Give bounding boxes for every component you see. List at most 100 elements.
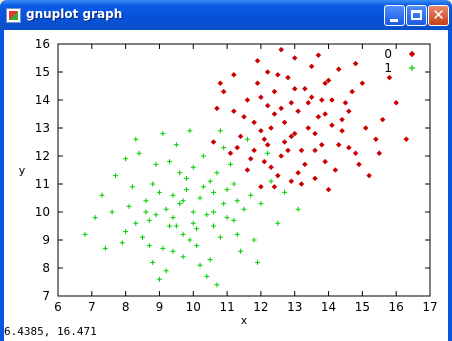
x-tick-label: 6 bbox=[54, 300, 62, 314]
data-point-series-1 bbox=[133, 136, 139, 142]
data-point-series-0 bbox=[312, 147, 318, 154]
data-point-series-1 bbox=[268, 178, 274, 184]
data-point-series-1 bbox=[227, 161, 233, 167]
data-point-series-0 bbox=[258, 94, 264, 101]
data-point-series-1 bbox=[126, 203, 132, 209]
data-point-series-0 bbox=[268, 164, 274, 171]
data-point-series-0 bbox=[271, 111, 278, 117]
data-point-series-1 bbox=[140, 234, 146, 240]
data-point-series-1 bbox=[204, 273, 210, 279]
data-point-series-0 bbox=[345, 108, 352, 115]
y-tick-label: 9 bbox=[42, 233, 50, 247]
data-point-series-0 bbox=[268, 125, 274, 131]
data-point-series-0 bbox=[237, 133, 244, 140]
data-point-series-0 bbox=[258, 183, 264, 190]
minimize-button[interactable] bbox=[384, 5, 405, 26]
data-point-series-1 bbox=[173, 142, 179, 148]
data-point-series-0 bbox=[285, 147, 291, 154]
data-point-series-0 bbox=[291, 85, 298, 92]
data-point-series-0 bbox=[322, 111, 329, 117]
data-point-series-1 bbox=[190, 209, 196, 215]
data-point-series-1 bbox=[200, 153, 206, 159]
data-point-series-0 bbox=[271, 88, 278, 95]
data-point-series-0 bbox=[244, 167, 251, 173]
data-point-series-1 bbox=[234, 198, 240, 204]
x-tick-label: 14 bbox=[321, 300, 336, 314]
data-point-series-1 bbox=[150, 181, 156, 187]
data-point-series-1 bbox=[184, 187, 190, 193]
data-point-series-0 bbox=[295, 108, 301, 115]
y-tick-label: 10 bbox=[35, 205, 50, 219]
data-point-series-0 bbox=[234, 144, 241, 151]
data-point-series-1 bbox=[187, 128, 193, 134]
maximize-icon bbox=[411, 10, 422, 20]
data-point-series-1 bbox=[275, 220, 281, 226]
data-point-series-0 bbox=[335, 141, 342, 148]
y-tick-label: 12 bbox=[35, 149, 50, 163]
data-point-series-1 bbox=[231, 181, 237, 187]
x-tick-label: 12 bbox=[253, 300, 268, 314]
data-point-series-1 bbox=[167, 223, 173, 229]
legend-label-series-0: 0 bbox=[384, 47, 392, 61]
data-point-series-1 bbox=[295, 206, 301, 212]
y-tick-label: 13 bbox=[35, 121, 50, 135]
x-tick-label: 7 bbox=[88, 300, 96, 314]
data-point-series-1 bbox=[170, 192, 176, 198]
data-point-series-1 bbox=[177, 201, 183, 207]
data-point-series-0 bbox=[356, 161, 362, 168]
data-point-series-0 bbox=[261, 158, 268, 165]
data-point-series-1 bbox=[238, 248, 244, 254]
plot-canvas[interactable]: 6 7 8 9 10 11 12 13 14 15 16 17 7 8 9 10 11 12 13 14 15 16 x y 0… bbox=[4, 30, 448, 341]
data-point-series-0 bbox=[329, 122, 335, 129]
data-point-series-1 bbox=[214, 282, 220, 288]
data-point-series-0 bbox=[298, 181, 305, 187]
gnuplot-app-icon[interactable] bbox=[6, 8, 21, 23]
data-point-series-0 bbox=[302, 161, 308, 168]
data-point-series-0 bbox=[210, 139, 217, 145]
data-point-series-0 bbox=[298, 147, 305, 154]
data-point-series-0 bbox=[241, 113, 247, 120]
data-point-series-0 bbox=[288, 133, 295, 140]
data-point-series-1 bbox=[248, 192, 254, 198]
data-point-series-0 bbox=[305, 125, 312, 131]
y-axis-label: y bbox=[19, 164, 26, 177]
data-point-series-0 bbox=[288, 99, 295, 106]
data-point-series-0 bbox=[271, 183, 278, 190]
data-point-series-1 bbox=[119, 240, 125, 246]
data-point-series-0 bbox=[352, 60, 359, 67]
window-title: gnuplot graph bbox=[26, 7, 123, 21]
title-bar[interactable]: gnuplot graph ✕ bbox=[0, 0, 452, 30]
data-point-series-0 bbox=[349, 88, 356, 95]
data-point-series-1 bbox=[194, 243, 200, 249]
data-point-series-1 bbox=[187, 237, 193, 243]
data-point-series-0 bbox=[318, 141, 325, 148]
x-tick-label: 13 bbox=[287, 300, 302, 314]
data-point-series-0 bbox=[345, 144, 352, 151]
data-point-series-1 bbox=[112, 173, 118, 179]
data-point-series-1 bbox=[207, 178, 213, 184]
data-point-series-0 bbox=[244, 97, 251, 103]
data-point-series-0 bbox=[403, 136, 410, 143]
data-point-series-1 bbox=[136, 150, 142, 156]
data-point-series-1 bbox=[170, 248, 176, 254]
data-point-series-1 bbox=[241, 206, 247, 212]
x-tick-label: 17 bbox=[422, 300, 437, 314]
data-point-series-1 bbox=[153, 161, 159, 167]
data-point-series-1 bbox=[255, 259, 261, 265]
data-point-series-1 bbox=[153, 212, 159, 218]
data-point-series-1 bbox=[231, 217, 237, 223]
close-button[interactable]: ✕ bbox=[428, 5, 449, 26]
maximize-button[interactable] bbox=[406, 5, 427, 26]
data-point-series-0 bbox=[254, 80, 261, 87]
data-point-series-1 bbox=[258, 201, 264, 207]
data-point-series-0 bbox=[264, 102, 271, 109]
data-point-series-1 bbox=[224, 215, 230, 221]
data-point-series-0 bbox=[254, 57, 261, 64]
data-point-series-0 bbox=[325, 186, 332, 193]
data-point-series-1 bbox=[146, 217, 152, 223]
data-point-series-1 bbox=[190, 164, 196, 170]
data-point-series-1 bbox=[184, 175, 190, 181]
data-point-series-0 bbox=[332, 167, 339, 173]
data-point-series-1 bbox=[214, 170, 220, 176]
